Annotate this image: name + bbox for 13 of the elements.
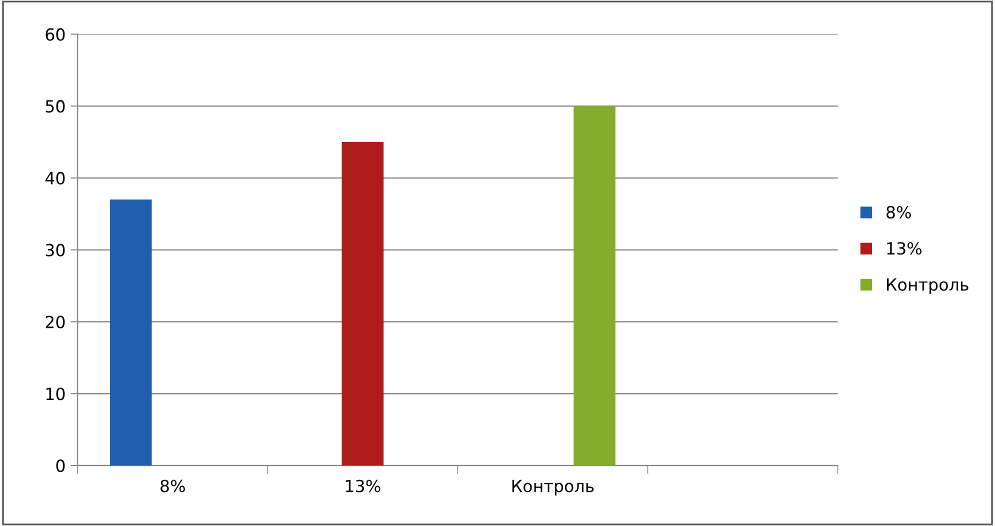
y-tick-label: 20 <box>46 316 65 328</box>
legend-label: 8% <box>886 206 911 219</box>
y-tick-label: 40 <box>45 172 65 185</box>
x-tick-label: 8% <box>160 480 185 492</box>
x-tick-label: Контроль <box>512 480 594 496</box>
x-tick-label: 13% <box>346 480 380 492</box>
legend-label: Контроль <box>887 278 968 294</box>
y-tick-label: 10 <box>46 388 65 400</box>
y-tick-label: 60 <box>46 28 65 41</box>
y-tick-label: 30 <box>46 244 65 256</box>
legend-label: 13% <box>887 242 922 255</box>
y-tick-label: 50 <box>46 100 65 113</box>
y-tick-label: 0 <box>56 459 65 472</box>
